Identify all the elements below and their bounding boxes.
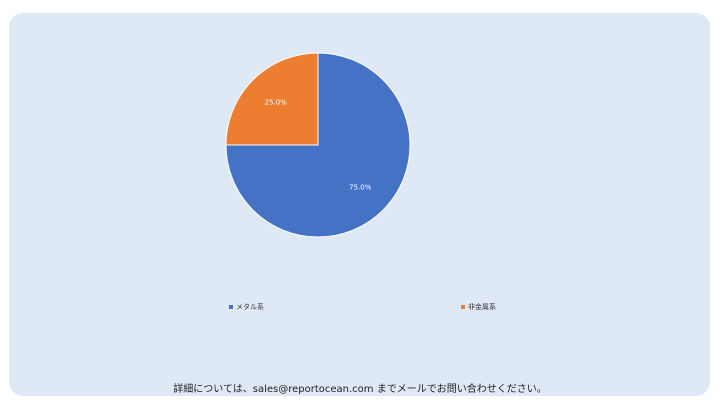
legend-item-metal: メタル系	[229, 302, 264, 312]
pie-slice-0	[225, 52, 411, 238]
legend-item-nonmetal: 非金属系	[461, 302, 496, 312]
legend-label-metal: メタル系	[236, 303, 264, 311]
contact-footer: 詳細については、sales@reportocean.com までメールでお問い合…	[173, 384, 547, 395]
data-label-1: 25.0%	[265, 99, 288, 107]
legend-swatch-metal	[229, 305, 233, 309]
data-label-0: 75.0%	[349, 183, 372, 191]
legend-label-nonmetal: 非金属系	[468, 303, 496, 311]
pie-slice-1	[225, 52, 319, 146]
legend-swatch-nonmetal	[461, 305, 465, 309]
